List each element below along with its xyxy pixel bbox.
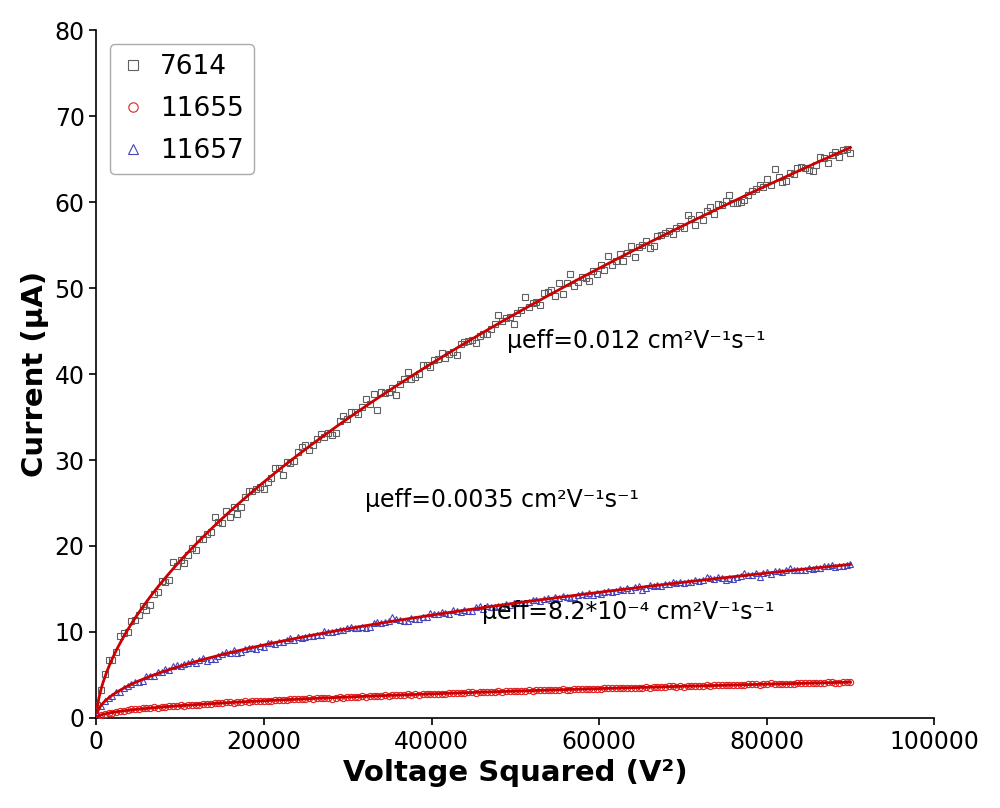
7614 xyxy=(231,509,243,519)
11657 xyxy=(807,565,819,574)
11657 xyxy=(231,648,243,658)
11655 xyxy=(122,705,134,715)
7614 xyxy=(137,601,149,611)
Text: μeff=8.2*10⁻⁴ cm²V⁻¹s⁻¹: μeff=8.2*10⁻⁴ cm²V⁻¹s⁻¹ xyxy=(482,600,774,624)
11655 xyxy=(91,712,103,722)
11655 xyxy=(780,680,792,689)
7614 xyxy=(91,701,103,710)
11655 xyxy=(137,704,149,713)
11657 xyxy=(91,709,103,719)
7614 xyxy=(780,177,792,187)
11655 xyxy=(292,694,304,704)
11657 xyxy=(122,681,134,691)
11655 xyxy=(807,679,819,688)
Text: μeff=0.012 cm²V⁻¹s⁻¹: μeff=0.012 cm²V⁻¹s⁻¹ xyxy=(507,330,765,353)
X-axis label: Voltage Squared (V²): Voltage Squared (V²) xyxy=(343,760,688,787)
11655 xyxy=(844,677,856,687)
Legend: 7614, 11655, 11657: 7614, 11655, 11657 xyxy=(110,44,254,175)
11657 xyxy=(137,676,149,686)
Y-axis label: Current (μA): Current (μA) xyxy=(21,271,49,478)
Text: μeff=0.0035 cm²V⁻¹s⁻¹: μeff=0.0035 cm²V⁻¹s⁻¹ xyxy=(365,488,638,512)
11657 xyxy=(844,559,856,569)
7614 xyxy=(844,148,856,158)
Line: 11655: 11655 xyxy=(94,679,854,720)
7614 xyxy=(122,627,134,637)
7614 xyxy=(292,448,304,457)
11657 xyxy=(780,566,792,575)
11657 xyxy=(292,633,304,642)
Line: 7614: 7614 xyxy=(94,145,854,708)
7614 xyxy=(807,166,819,176)
Line: 11657: 11657 xyxy=(94,561,854,718)
11655 xyxy=(231,697,243,707)
7614 xyxy=(841,144,853,154)
